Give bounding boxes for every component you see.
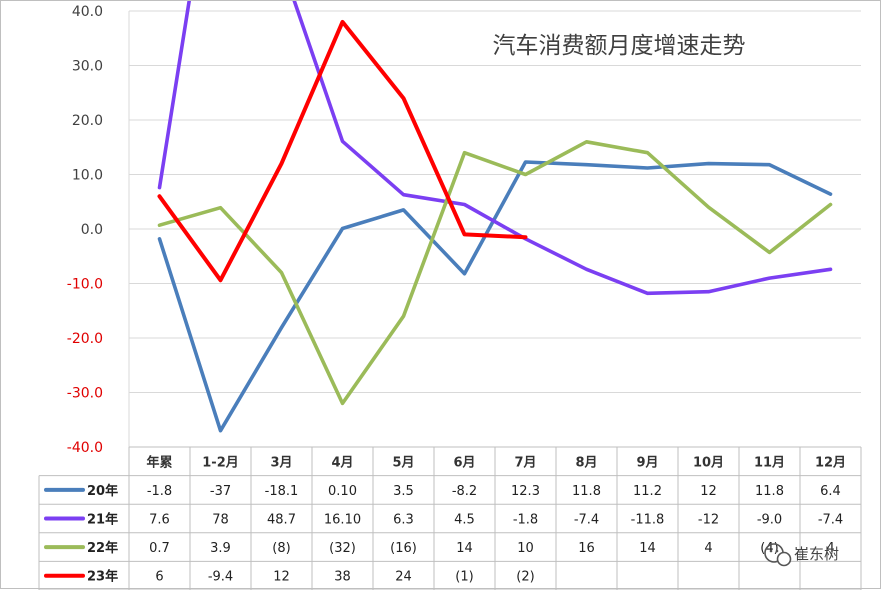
x-tick-label: 12月 [815,455,846,470]
data-label: 6.4 [820,484,841,499]
data-label: -18.1 [265,484,299,499]
watermark-text: 崔东树 [794,545,839,563]
data-label: 0.10 [328,484,357,499]
data-label: -7.4 [818,513,843,528]
data-label: 78 [212,513,229,528]
legend-label: 21年 [87,512,118,528]
series-line-2 [157,1,833,296]
legend-label: 20年 [87,483,118,499]
y-axis-labels: 40.0 30.0 20.0 10.0 0.0 -10.0 -20.0 -30.0 -40.0 [67,4,103,456]
x-tick-label: 1-2月 [202,455,239,470]
data-label: -37 [210,484,231,499]
data-label: 24 [395,570,412,585]
x-tick-label: 11月 [754,455,785,470]
data-label: 7.6 [149,513,170,528]
data-label: (2) [516,570,534,585]
data-label: -9.0 [757,513,782,528]
series-line-4 [157,19,528,283]
series-line-1 [157,160,833,433]
data-label: -1.8 [147,484,172,499]
y-tick-label: -10.0 [67,277,103,293]
data-label: 4 [704,541,712,556]
data-label: -1.8 [513,513,538,528]
data-label: (8) [272,541,290,556]
data-label: 11.2 [633,484,662,499]
data-label: (16) [390,541,417,556]
chart-title: 汽车消费额月度增速走势 [493,33,746,59]
x-tick-label: 3月 [270,455,292,470]
series-lines [157,1,833,433]
data-label: 4 [826,541,834,556]
x-tick-label: 年累 [146,454,172,470]
data-label: 38 [334,570,351,585]
data-label: 14 [639,541,656,556]
x-tick-label: 10月 [693,455,724,470]
y-tick-label: 30.0 [72,59,103,75]
y-tick-label: -20.0 [67,331,103,347]
data-label: 0.7 [149,541,170,556]
data-label: 6.3 [393,513,414,528]
x-tick-label: 7月 [514,455,536,470]
x-tick-label: 9月 [636,455,658,470]
data-label: 48.7 [267,513,296,528]
watermark: 崔东树 [764,543,839,567]
data-table: 年累 1-2月 3月 4月 5月 6月 7月 8月 9月 10月 11月 12月 20年 -1.8 -37 -… [38,446,862,591]
x-tick-label: 6月 [453,455,475,470]
data-label: 14 [456,541,473,556]
y-tick-label: 10.0 [72,168,103,184]
legend-label: 23年 [87,569,118,585]
data-label: 12 [273,570,290,585]
y-tick-label: 20.0 [72,113,103,129]
data-label: 4.5 [454,513,475,528]
y-tick-label: -30.0 [67,386,103,402]
y-tick-label: -40.0 [67,440,103,456]
data-label: 6 [155,570,163,585]
y-tick-label: 40.0 [72,4,103,20]
data-label: -12 [698,513,719,528]
data-label: 3.9 [210,541,231,556]
wechat-icon [764,543,792,567]
data-label: 10 [517,541,534,556]
data-label: -9.4 [208,570,233,585]
x-tick-label: 8月 [575,455,597,470]
data-label: 12 [700,484,717,499]
x-tick-label: 4月 [331,455,353,470]
data-label: 12.3 [511,484,540,499]
series-line-3 [157,140,833,406]
x-tick-label: 5月 [392,455,414,470]
legend-label: 22年 [87,540,118,556]
data-label: (32) [329,541,356,556]
y-tick-label: 0.0 [81,222,103,238]
data-label: (4) [760,541,778,556]
data-label: -8.2 [452,484,477,499]
data-label: (1) [455,570,473,585]
data-label: 16.10 [324,513,361,528]
data-label: -11.8 [631,513,665,528]
data-label: 11.8 [755,484,784,499]
data-label: 3.5 [393,484,414,499]
data-label: -7.4 [574,513,599,528]
data-label: 11.8 [572,484,601,499]
data-label: 16 [578,541,595,556]
